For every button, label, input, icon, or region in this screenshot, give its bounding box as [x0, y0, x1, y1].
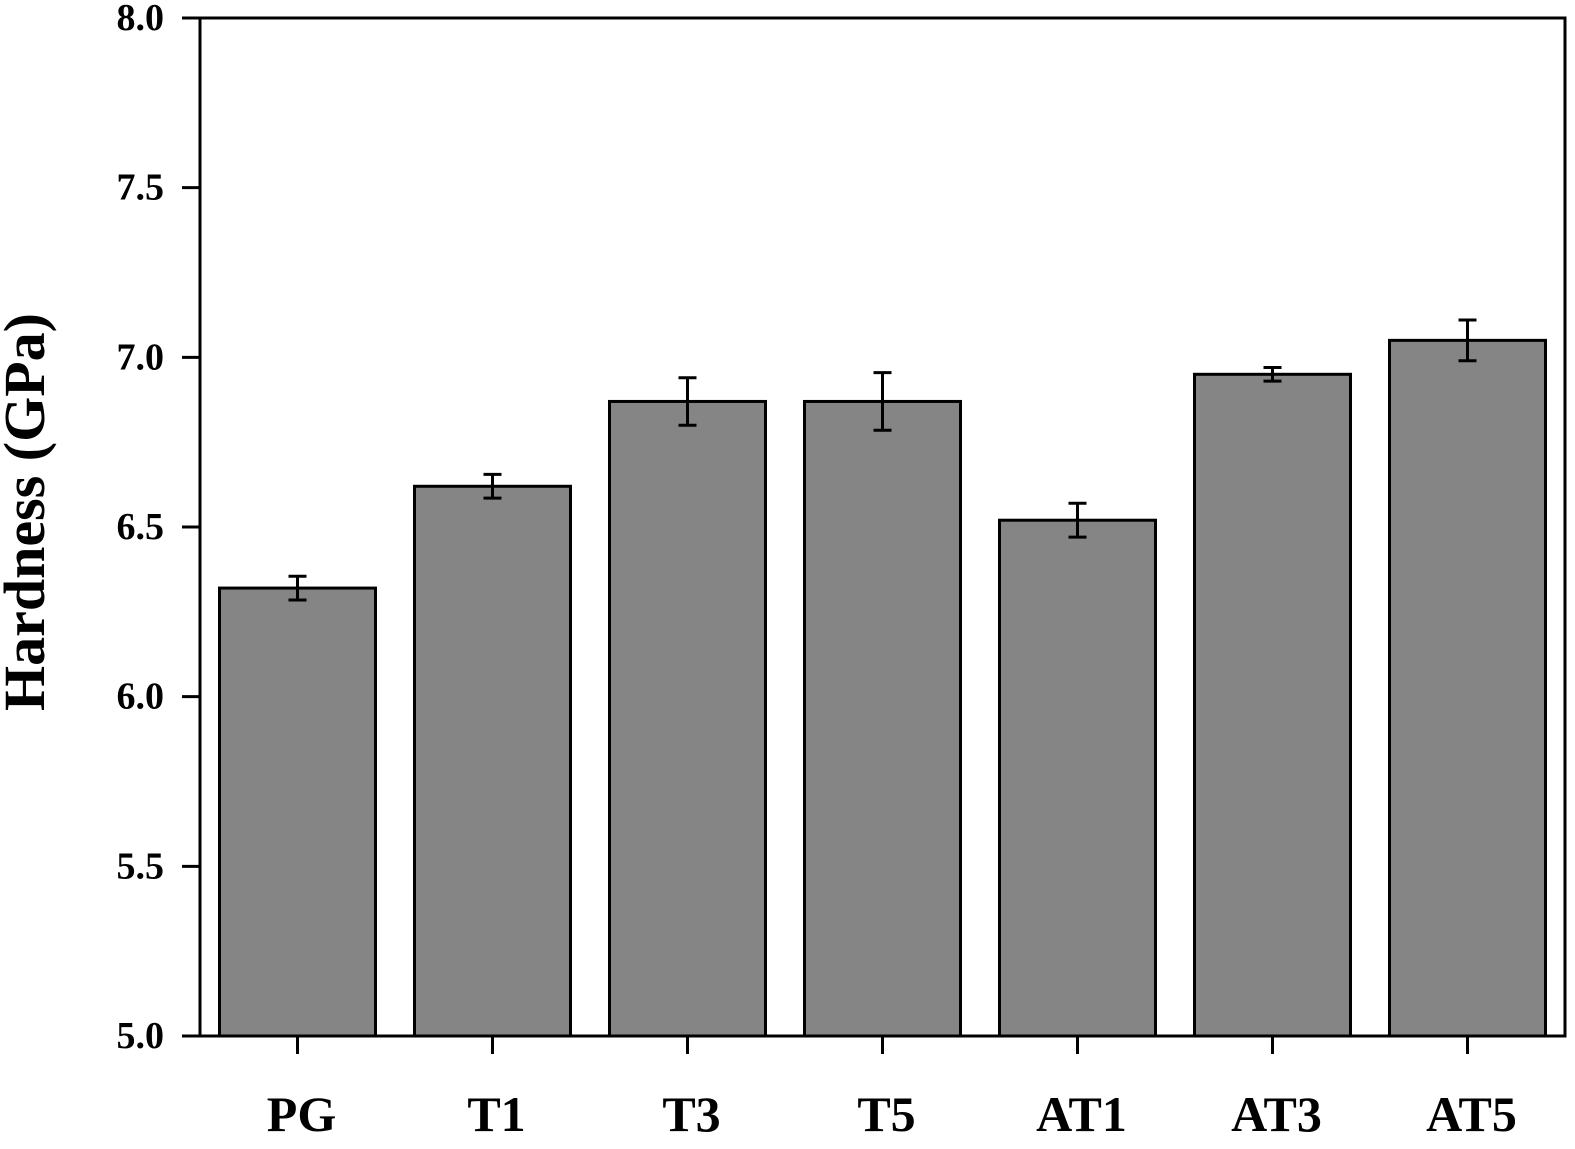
x-tick-label-at3: AT3	[1231, 1086, 1322, 1142]
error-bar-at1	[1068, 501, 1087, 539]
bar-at5	[1388, 338, 1547, 1038]
y-tick-label: 7.5	[117, 167, 165, 209]
x-tick-label-at5: AT5	[1426, 1086, 1517, 1142]
bar-t5	[803, 399, 962, 1038]
bar-t3	[608, 399, 767, 1038]
bar-at3	[1193, 372, 1352, 1038]
x-tick-label-t1: T1	[467, 1086, 525, 1142]
x-axis: PG T1 T3 T5 AT1 AT3 AT5	[267, 1036, 1517, 1142]
x-tick-label-t5: T5	[857, 1086, 915, 1142]
y-tick-label: 5.5	[117, 845, 165, 887]
bar-t1	[413, 484, 572, 1038]
bar-at1	[998, 518, 1157, 1038]
bars-layer	[218, 338, 1547, 1038]
x-tick-label-t3: T3	[662, 1086, 720, 1142]
error-bar-at5	[1458, 318, 1477, 363]
y-tick-label: 7.0	[117, 336, 165, 378]
x-tick-label-pg: PG	[267, 1086, 336, 1142]
y-tick-label: 6.5	[117, 506, 165, 548]
error-bar-pg	[288, 574, 307, 602]
error-bar-at3	[1263, 366, 1282, 383]
x-tick-label-at1: AT1	[1036, 1086, 1127, 1142]
y-tick-label: 8.0	[117, 0, 165, 39]
y-axis: 5.0 5.5 6.0 6.5 7.0 7.5 8.0	[117, 0, 200, 1057]
error-bar-t1	[483, 472, 502, 500]
error-bar-t5	[873, 371, 892, 432]
error-bar-t3	[678, 376, 697, 427]
y-axis-label: Hardness (GPa)	[0, 313, 57, 711]
bar-pg	[218, 586, 377, 1038]
y-tick-label: 5.0	[117, 1015, 165, 1057]
error-bars-layer	[288, 318, 1477, 602]
y-tick-label: 6.0	[117, 676, 165, 718]
